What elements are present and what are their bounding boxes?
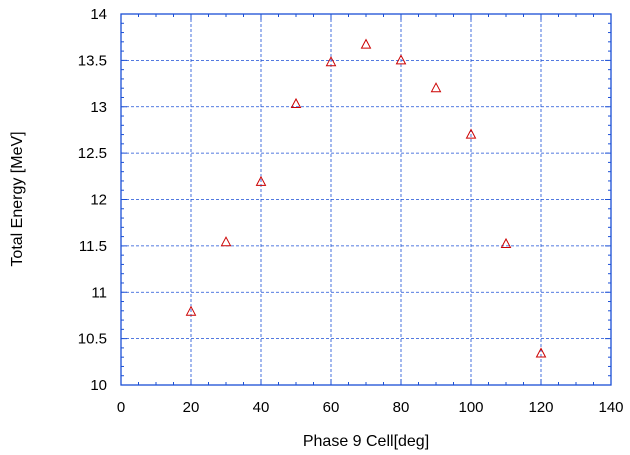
y-tick-label: 11 [91, 284, 107, 301]
data-point [500, 237, 512, 248]
y-tick-label: 12.5 [78, 145, 107, 162]
grid-lines [121, 14, 611, 385]
x-tick-label: 60 [323, 399, 340, 416]
y-axis-tick-labels: 10 10.5 11 11.5 12 12.5 13 13.5 14 [78, 6, 107, 394]
data-point [290, 97, 302, 108]
y-tick-label: 11.5 [79, 238, 107, 255]
y-tick-label: 14 [90, 6, 107, 23]
x-axis-title: Phase 9 Cell[deg] [303, 433, 429, 450]
data-point [220, 236, 232, 247]
data-point [255, 175, 267, 186]
x-tick-label: 100 [458, 399, 483, 416]
x-tick-label: 40 [253, 399, 270, 416]
data-point [360, 38, 372, 49]
x-axis-tick-labels: 0 20 40 60 80 100 120 140 [117, 399, 624, 416]
data-point [465, 128, 477, 139]
axis-ticks [120, 13, 612, 386]
x-tick-label: 80 [393, 399, 410, 416]
y-axis-title: Total Energy [MeV] [9, 131, 26, 266]
data-point [395, 54, 407, 65]
data-point [185, 305, 197, 316]
y-tick-label: 10 [90, 377, 107, 394]
y-tick-label: 10.5 [78, 331, 107, 348]
y-tick-label: 13 [90, 99, 107, 116]
x-tick-label: 140 [598, 399, 623, 416]
y-tick-label: 13.5 [78, 52, 107, 69]
data-points [185, 38, 547, 358]
y-tick-label: 12 [90, 192, 107, 209]
x-tick-label: 0 [117, 399, 125, 416]
x-tick-label: 120 [528, 399, 553, 416]
x-tick-label: 20 [183, 399, 200, 416]
data-point [325, 56, 337, 67]
data-point [535, 347, 547, 358]
data-point [430, 82, 442, 93]
